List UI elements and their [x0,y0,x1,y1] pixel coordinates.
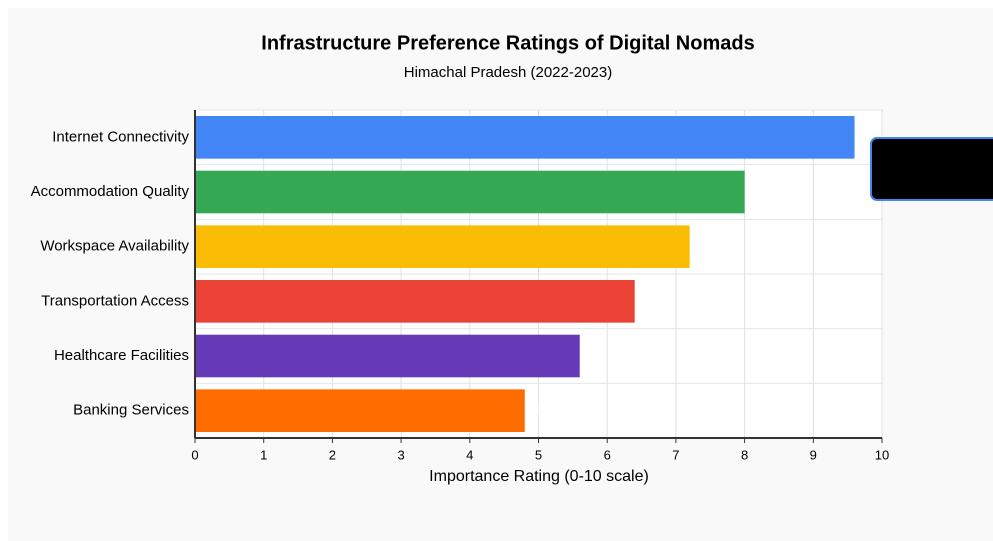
x-axis-label: Importance Rating (0-10 scale) [429,468,649,485]
data-label: 4.8 [533,402,551,417]
x-tick-label: 7 [672,447,679,462]
y-tick-label: Workspace Availability [40,238,189,255]
y-tick-label: Healthcare Facilities [54,347,189,364]
x-tick-label: 8 [741,447,748,462]
x-tick-label: 9 [810,447,817,462]
annotation-box [870,137,993,201]
y-tick-label: Banking Services [73,402,189,419]
x-tick-label: 6 [604,447,611,462]
data-label: 8.0 [753,183,771,198]
data-label: 5.6 [588,347,606,362]
y-tick-label: Accommodation Quality [31,183,190,200]
x-tick-label: 10 [875,447,889,462]
x-tick-label: 5 [535,447,542,462]
data-label: 6.4 [643,293,661,308]
chart-subtitle: Himachal Pradesh (2022-2023) [404,64,612,81]
data-label: 7.2 [698,238,716,253]
y-tick-label: Transportation Access [41,292,189,309]
bar [195,116,855,159]
bar [195,280,635,323]
x-tick-label: 3 [397,447,404,462]
x-tick-label: 2 [329,447,336,462]
chart-title: Infrastructure Preference Ratings of Dig… [261,32,754,54]
x-tick-label: 0 [191,447,198,462]
bar [195,334,580,378]
bar [195,225,690,268]
bar [195,170,745,214]
x-tick-label: 4 [466,447,473,462]
bar [195,389,525,432]
x-tick-label: 1 [260,447,267,462]
y-tick-label: Internet Connectivity [52,128,189,145]
